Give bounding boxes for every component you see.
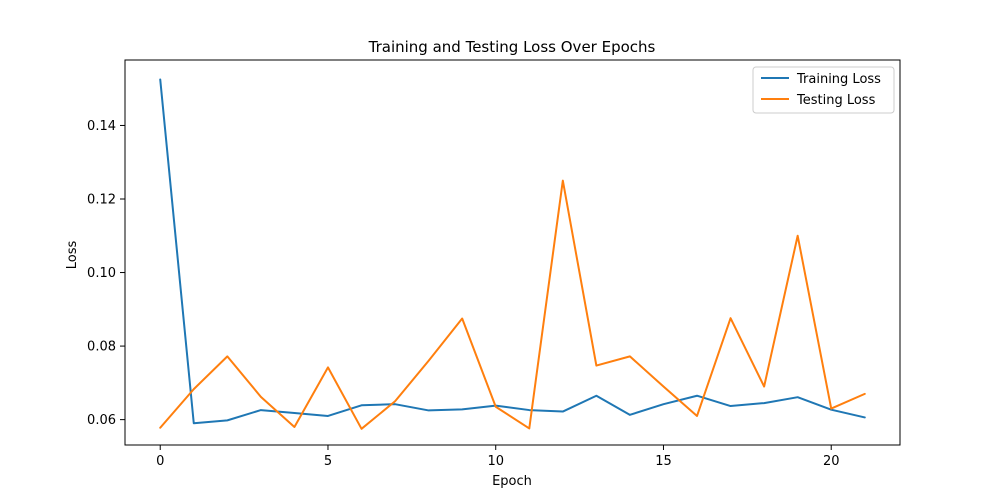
x-tick-label: 0 <box>156 454 164 469</box>
series-line-testing-loss <box>159 179 866 430</box>
plot-area <box>124 59 901 446</box>
legend-label-testing-loss: Testing Loss <box>796 93 876 108</box>
x-axis-ticks: 0 5 10 15 20 <box>156 445 839 469</box>
y-tick-label: 0.12 <box>87 192 116 207</box>
chart-title: Training and Testing Loss Over Epochs <box>368 38 656 56</box>
x-tick-label: 20 <box>823 454 840 469</box>
x-tick-label: 5 <box>324 454 332 469</box>
series-layer <box>159 78 866 430</box>
legend: Training Loss Testing Loss <box>752 66 895 114</box>
legend-label-training-loss: Training Loss <box>796 72 881 87</box>
x-tick-label: 10 <box>487 454 504 469</box>
x-axis-label: Epoch <box>492 474 532 489</box>
plot-frame <box>124 59 901 446</box>
y-axis-ticks: 0.06 0.08 0.10 0.12 0.14 <box>87 119 125 428</box>
y-tick-label: 0.08 <box>87 340 116 355</box>
x-tick-label: 15 <box>655 454 672 469</box>
y-tick-label: 0.06 <box>87 413 116 428</box>
y-tick-label: 0.14 <box>87 119 116 134</box>
y-axis-label: Loss <box>65 241 80 270</box>
y-tick-label: 0.10 <box>87 266 116 281</box>
